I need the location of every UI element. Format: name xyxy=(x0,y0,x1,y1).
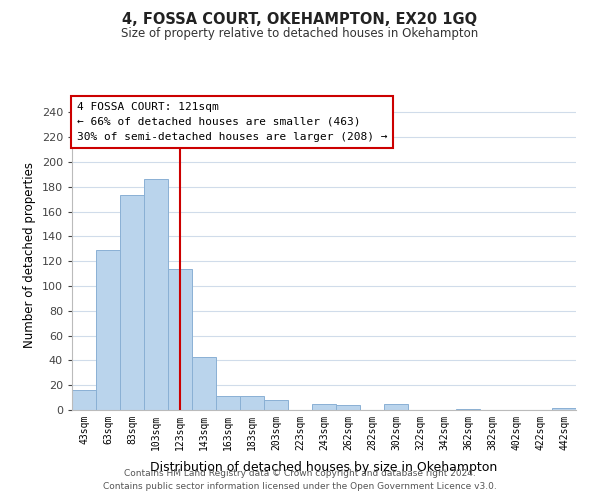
Text: 4, FOSSA COURT, OKEHAMPTON, EX20 1GQ: 4, FOSSA COURT, OKEHAMPTON, EX20 1GQ xyxy=(122,12,478,28)
Bar xyxy=(120,196,144,410)
Text: Size of property relative to detached houses in Okehampton: Size of property relative to detached ho… xyxy=(121,28,479,40)
Bar xyxy=(336,405,360,410)
Text: Contains public sector information licensed under the Open Government Licence v3: Contains public sector information licen… xyxy=(103,482,497,491)
Text: 4 FOSSA COURT: 121sqm
← 66% of detached houses are smaller (463)
30% of semi-det: 4 FOSSA COURT: 121sqm ← 66% of detached … xyxy=(77,102,388,142)
Bar xyxy=(456,409,480,410)
Bar xyxy=(240,396,264,410)
Bar xyxy=(96,250,120,410)
X-axis label: Distribution of detached houses by size in Okehampton: Distribution of detached houses by size … xyxy=(151,461,497,474)
Bar xyxy=(384,404,408,410)
Text: Contains HM Land Registry data © Crown copyright and database right 2024.: Contains HM Land Registry data © Crown c… xyxy=(124,468,476,477)
Bar xyxy=(144,180,168,410)
Bar xyxy=(168,268,192,410)
Bar xyxy=(264,400,288,410)
Y-axis label: Number of detached properties: Number of detached properties xyxy=(23,162,36,348)
Bar xyxy=(552,408,576,410)
Bar xyxy=(312,404,336,410)
Bar xyxy=(216,396,240,410)
Bar xyxy=(192,356,216,410)
Bar xyxy=(72,390,96,410)
